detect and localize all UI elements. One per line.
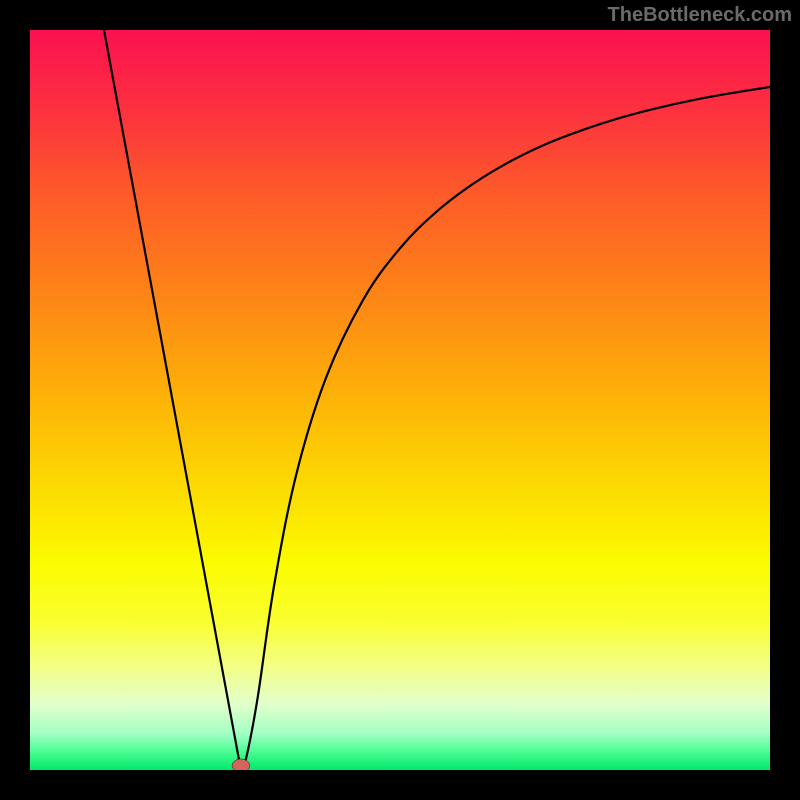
attribution-text: TheBottleneck.com: [608, 4, 792, 27]
plot-area: [30, 30, 770, 770]
optimal-point-marker: [232, 759, 250, 770]
gradient-background: [30, 30, 770, 770]
bottleneck-curve-chart: [30, 30, 770, 770]
chart-container: TheBottleneck.com: [0, 0, 800, 800]
